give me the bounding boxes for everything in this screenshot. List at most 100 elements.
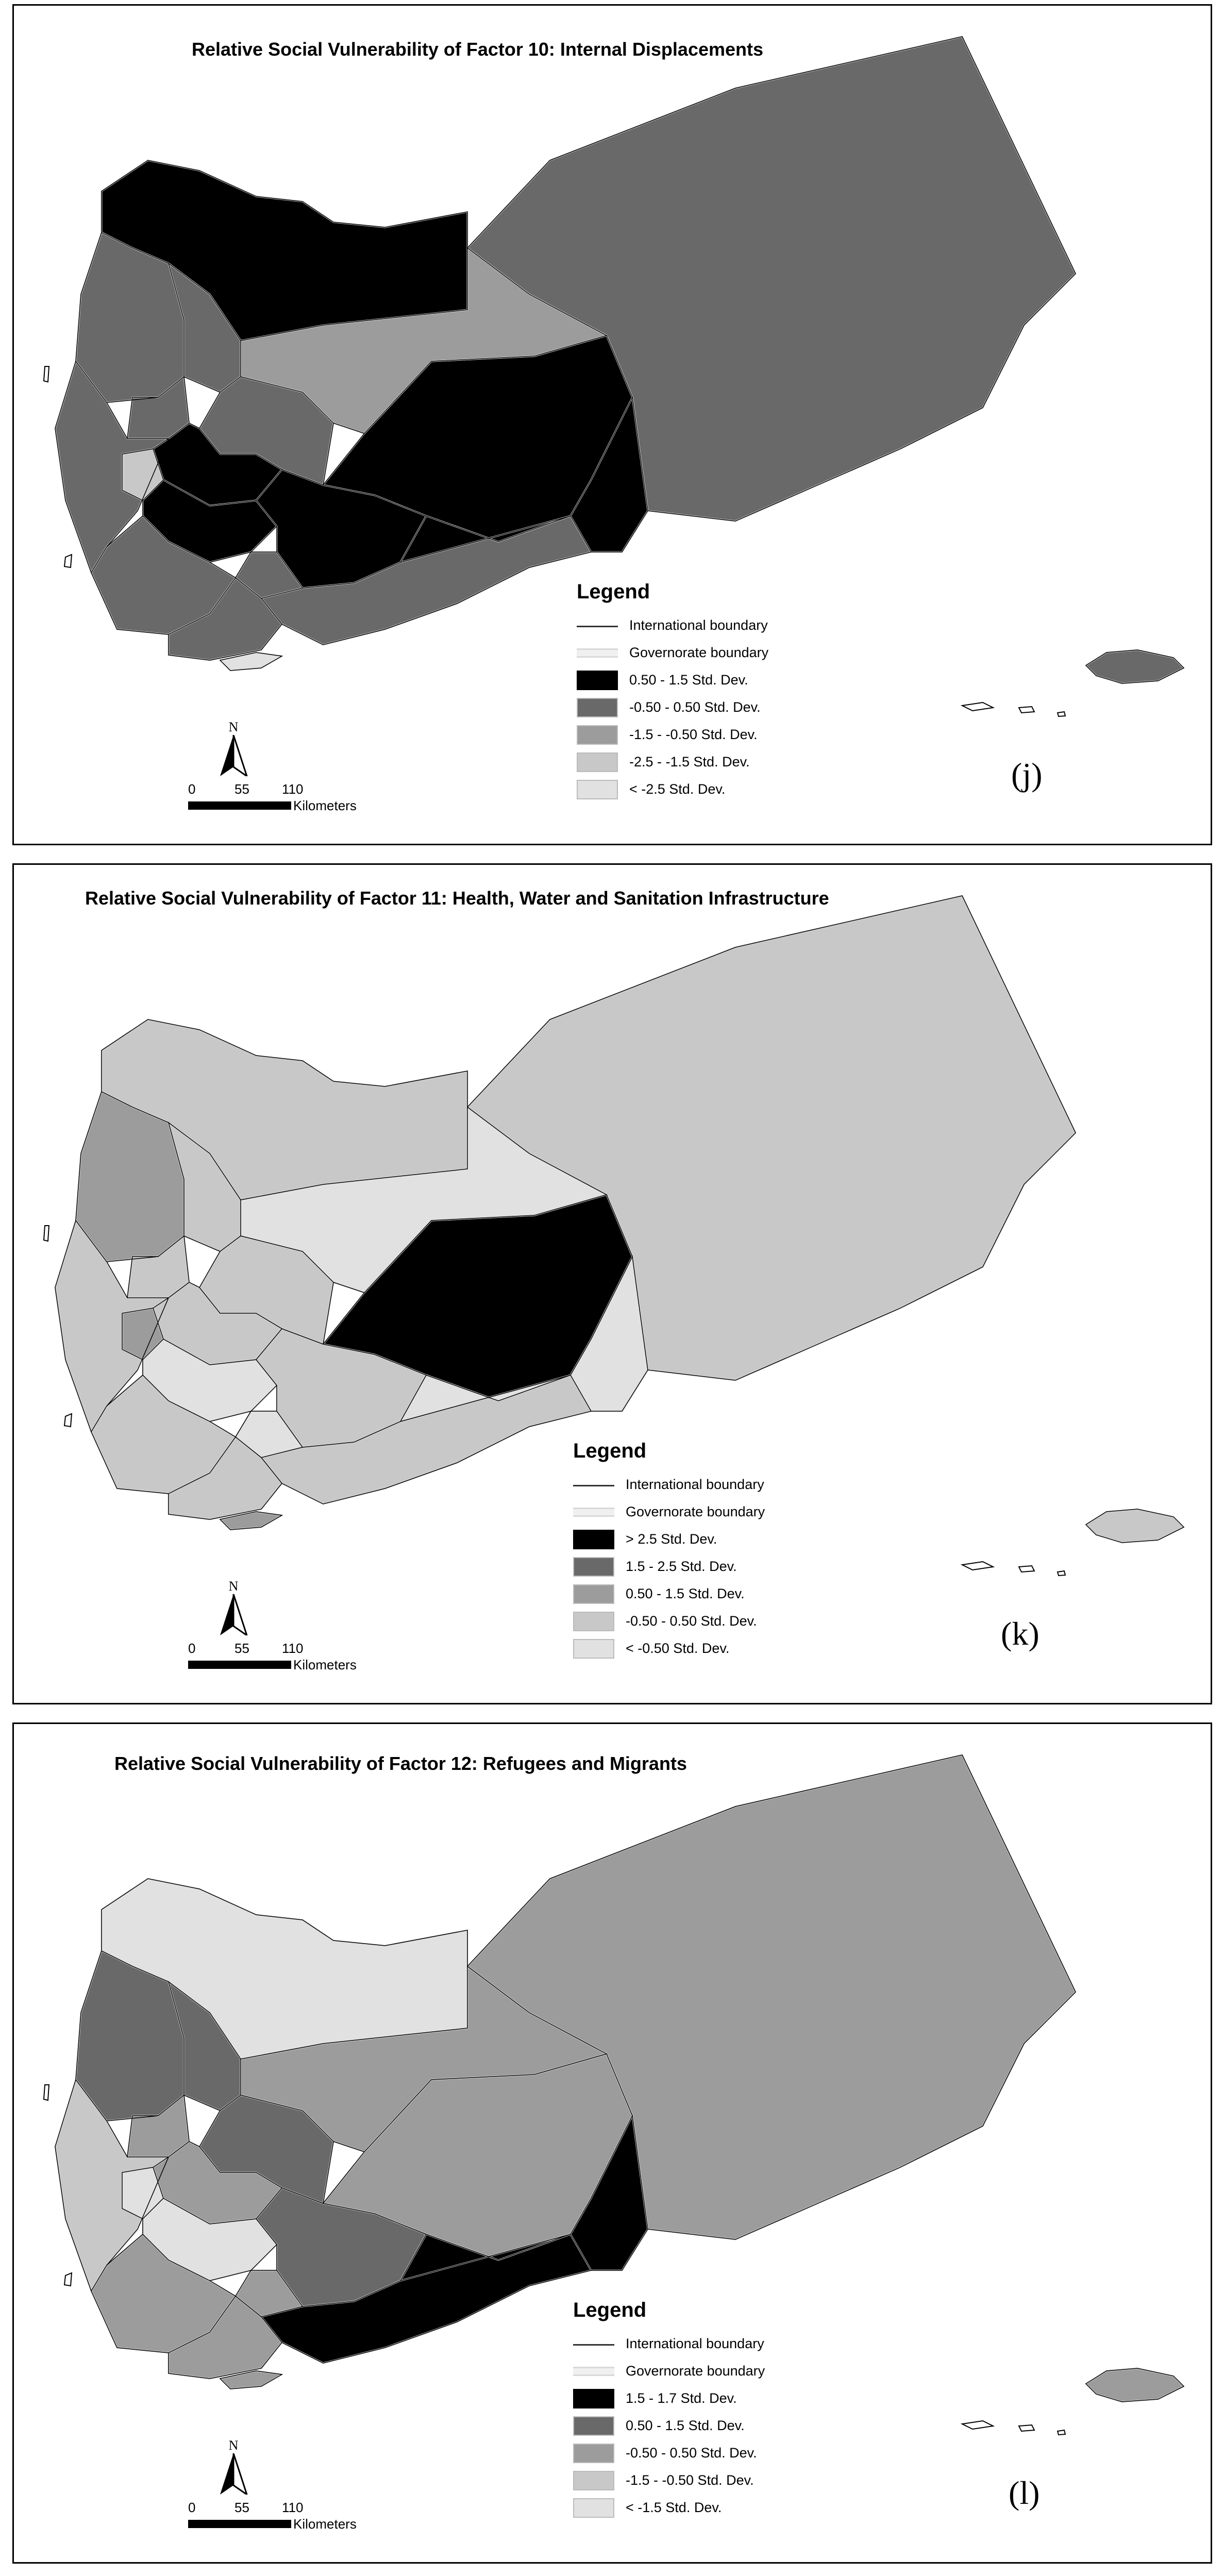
legend-class: 0.50 - 1.5 Std. Dev. [577, 666, 768, 694]
legend-class: -0.50 - 0.50 Std. Dev. [573, 2439, 765, 2467]
legend-swatch [577, 752, 618, 772]
legend-class: < -0.50 Std. Dev. [573, 1635, 765, 1662]
legend-class: -1.5 - -0.50 Std. Dev. [577, 721, 768, 748]
legend-swatch [577, 670, 618, 690]
legend-class: -1.5 - -0.50 Std. Dev. [573, 2467, 765, 2494]
map-title: Relative Social Vulnerability of Factor … [114, 1753, 687, 1774]
island-outline [1057, 1570, 1066, 1577]
map-legend: Legend International boundary Governorat… [573, 2299, 765, 2521]
legend-class: 0.50 - 1.5 Std. Dev. [573, 1580, 765, 1608]
legend-item-governorate: Governorate boundary [573, 1498, 765, 1526]
international-boundary-symbol [577, 616, 618, 635]
legend-class: 1.5 - 2.5 Std. Dev. [573, 1553, 765, 1580]
legend-class: 0.50 - 1.5 Std. Dev. [573, 2412, 765, 2439]
legend-class: < -1.5 Std. Dev. [573, 2494, 765, 2521]
international-boundary-symbol [573, 1475, 614, 1495]
panel-label: (j) [1011, 756, 1043, 793]
legend-swatch [573, 2443, 614, 2463]
legend-swatch [573, 1584, 614, 1604]
map-panel-factor-10: Relative Social Vulnerability of Factor … [12, 4, 1212, 845]
map-title: Relative Social Vulnerability of Factor … [192, 39, 764, 60]
legend-label: -1.5 - -0.50 Std. Dev. [626, 2472, 754, 2488]
island-outline [1057, 2429, 1066, 2436]
scale-unit: Kilometers [293, 2516, 357, 2532]
yemen-map [43, 895, 1185, 1577]
legend-title: Legend [573, 2299, 647, 2321]
legend-label: Governorate boundary [626, 2363, 765, 2379]
governorate-boundary-symbol [577, 648, 618, 658]
legend-title: Legend [573, 1440, 647, 1462]
scale-bar-graphic [188, 801, 291, 810]
legend-item-governorate: Governorate boundary [577, 639, 768, 666]
scale-tick: 0 [188, 1641, 196, 1656]
north-arrow: N [218, 720, 280, 779]
international-boundary [55, 895, 1185, 1543]
scale-tick: 0 [188, 2500, 196, 2515]
map-panel-factor-11: Relative Social Vulnerability of Factor … [12, 863, 1212, 1704]
north-letter: N [228, 2438, 239, 2453]
legend-label: International boundary [629, 617, 768, 633]
north-arrow: N [218, 1579, 280, 1638]
legend-label: International boundary [626, 2336, 764, 2351]
legend-label: 0.50 - 1.5 Std. Dev. [626, 1586, 745, 1601]
island-outline [1018, 1565, 1035, 1573]
north-arrow-icon [220, 1594, 248, 1637]
north-letter: N [228, 1579, 239, 1594]
island-outline [43, 1225, 50, 1242]
scale-tick: 55 [234, 781, 249, 797]
legend-label: -0.50 - 0.50 Std. Dev. [626, 1613, 757, 1629]
legend-swatch [573, 2470, 614, 2490]
legend-label: International boundary [626, 1477, 764, 1492]
governorate-socotra [1085, 649, 1185, 684]
yemen-map [43, 36, 1185, 717]
legend-swatch [573, 2388, 614, 2408]
scale-tick: 110 [282, 1641, 304, 1656]
map-title: Relative Social Vulnerability of Factor … [85, 888, 829, 909]
legend-label: Governorate boundary [626, 1504, 765, 1519]
legend-label: < -0.50 Std. Dev. [626, 1641, 730, 1656]
legend-label: > 2.5 Std. Dev. [626, 1531, 717, 1547]
scale-unit: Kilometers [293, 1657, 357, 1672]
scale-bar: 0 55 110 Kilometers [188, 2500, 446, 2532]
governorate-socotra [1085, 2367, 1185, 2403]
map-legend: Legend International boundary Governorat… [577, 580, 768, 803]
legend-label: < -2.5 Std. Dev. [629, 781, 726, 797]
legend-label: 1.5 - 1.7 Std. Dev. [626, 2390, 737, 2406]
map-legend: Legend International boundary Governorat… [573, 1440, 765, 1662]
scale-tick: 55 [234, 2500, 249, 2515]
legend-swatch [573, 2498, 614, 2518]
scale-tick: 0 [188, 781, 196, 797]
legend-label: -0.50 - 0.50 Std. Dev. [629, 699, 761, 715]
legend-swatch [573, 1638, 614, 1659]
legend-title: Legend [577, 580, 650, 603]
north-arrow-icon [220, 2453, 248, 2497]
island-outline [1057, 711, 1066, 717]
legend-item-international: International boundary [573, 2330, 765, 2357]
legend-item-international: International boundary [573, 1471, 765, 1498]
panel-label: (k) [1001, 1615, 1039, 1652]
island-outline [960, 1561, 995, 1571]
legend-label: 0.50 - 1.5 Std. Dev. [629, 672, 748, 688]
scale-tick: 110 [282, 2500, 304, 2515]
panel-label: (l) [1009, 2474, 1040, 2511]
island-outline [1018, 706, 1035, 714]
international-boundary [55, 1754, 1185, 2402]
island-outline [960, 2420, 995, 2430]
legend-label: 0.50 - 1.5 Std. Dev. [626, 2418, 745, 2433]
island-outline [63, 554, 73, 568]
scale-bar-graphic [188, 1661, 291, 1669]
map-panel-factor-12: Relative Social Vulnerability of Factor … [12, 1722, 1212, 2564]
governorate-boundary-symbol [573, 2366, 614, 2376]
legend-swatch [577, 779, 618, 799]
island-outline [43, 366, 50, 383]
legend-class: -2.5 - -1.5 Std. Dev. [577, 748, 768, 776]
island-outline [63, 2272, 73, 2287]
north-arrow: N [218, 2438, 280, 2497]
legend-label: -0.50 - 0.50 Std. Dev. [626, 2445, 757, 2461]
legend-class: < -2.5 Std. Dev. [577, 776, 768, 803]
legend-class: > 2.5 Std. Dev. [573, 1526, 765, 1553]
legend-swatch [577, 725, 618, 745]
international-boundary [55, 36, 1185, 684]
scale-bar: 0 55 110 Kilometers [188, 1641, 446, 1673]
north-letter: N [228, 720, 239, 734]
